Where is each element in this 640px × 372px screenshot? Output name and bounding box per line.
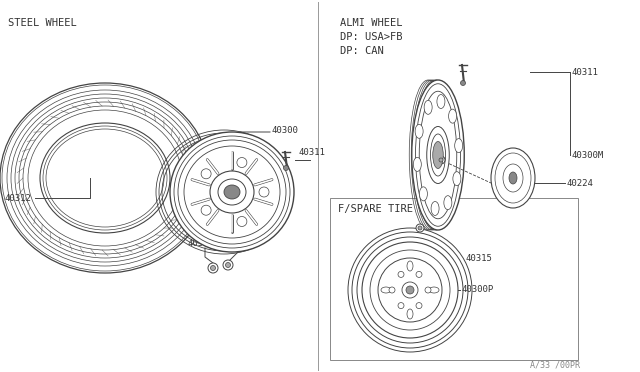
Circle shape — [378, 258, 442, 322]
Circle shape — [208, 263, 218, 273]
Text: 40312: 40312 — [4, 193, 31, 202]
Circle shape — [362, 242, 458, 338]
Ellipse shape — [224, 185, 240, 199]
Ellipse shape — [201, 169, 211, 179]
Text: 40300A: 40300A — [188, 239, 220, 248]
Bar — [330, 198, 578, 360]
Ellipse shape — [381, 287, 391, 293]
Text: 40300A: 40300A — [400, 260, 432, 269]
Circle shape — [398, 272, 404, 278]
Circle shape — [284, 166, 289, 170]
Text: ALMI WHEEL
DP: USA>FB
DP: CAN: ALMI WHEEL DP: USA>FB DP: CAN — [340, 18, 403, 56]
Ellipse shape — [407, 309, 413, 319]
Text: 40224: 40224 — [232, 239, 259, 248]
Text: 40300: 40300 — [272, 125, 299, 135]
Ellipse shape — [210, 171, 254, 213]
Text: A/33 /00PR: A/33 /00PR — [530, 360, 580, 369]
Ellipse shape — [427, 126, 449, 183]
Ellipse shape — [415, 124, 423, 138]
Text: 40315: 40315 — [466, 254, 493, 263]
Ellipse shape — [170, 132, 294, 252]
Ellipse shape — [454, 139, 463, 153]
Circle shape — [389, 287, 395, 293]
Ellipse shape — [433, 141, 444, 169]
Text: 40300P: 40300P — [462, 285, 494, 295]
Ellipse shape — [407, 261, 413, 271]
Ellipse shape — [237, 217, 247, 227]
Text: 40311: 40311 — [299, 148, 326, 157]
Circle shape — [425, 287, 431, 293]
Circle shape — [416, 224, 424, 232]
Circle shape — [416, 272, 422, 278]
Ellipse shape — [419, 187, 428, 201]
Ellipse shape — [259, 187, 269, 197]
Text: STEEL WHEEL: STEEL WHEEL — [8, 18, 77, 28]
Ellipse shape — [218, 179, 246, 205]
Ellipse shape — [491, 148, 535, 208]
Ellipse shape — [437, 94, 445, 109]
Circle shape — [211, 266, 216, 270]
Text: 40311: 40311 — [572, 67, 599, 77]
Circle shape — [406, 286, 414, 294]
Ellipse shape — [431, 202, 439, 215]
Ellipse shape — [509, 172, 517, 184]
Ellipse shape — [40, 123, 170, 233]
Circle shape — [418, 226, 422, 230]
Ellipse shape — [413, 157, 421, 171]
Circle shape — [398, 302, 404, 309]
Text: 40224: 40224 — [567, 179, 594, 187]
Ellipse shape — [449, 109, 456, 123]
Ellipse shape — [201, 205, 211, 215]
Ellipse shape — [431, 134, 445, 176]
Ellipse shape — [412, 80, 464, 230]
Circle shape — [223, 260, 233, 270]
Circle shape — [225, 263, 230, 267]
Text: F/SPARE TIRE: F/SPARE TIRE — [338, 204, 413, 214]
Ellipse shape — [453, 171, 461, 186]
Ellipse shape — [444, 196, 452, 210]
Circle shape — [416, 302, 422, 309]
Circle shape — [461, 80, 465, 86]
Ellipse shape — [424, 100, 432, 114]
Circle shape — [402, 282, 418, 298]
Ellipse shape — [0, 83, 210, 273]
Text: 40300M: 40300M — [572, 151, 604, 160]
Circle shape — [437, 156, 445, 164]
Circle shape — [439, 158, 443, 162]
Ellipse shape — [429, 287, 439, 293]
Ellipse shape — [237, 157, 247, 167]
